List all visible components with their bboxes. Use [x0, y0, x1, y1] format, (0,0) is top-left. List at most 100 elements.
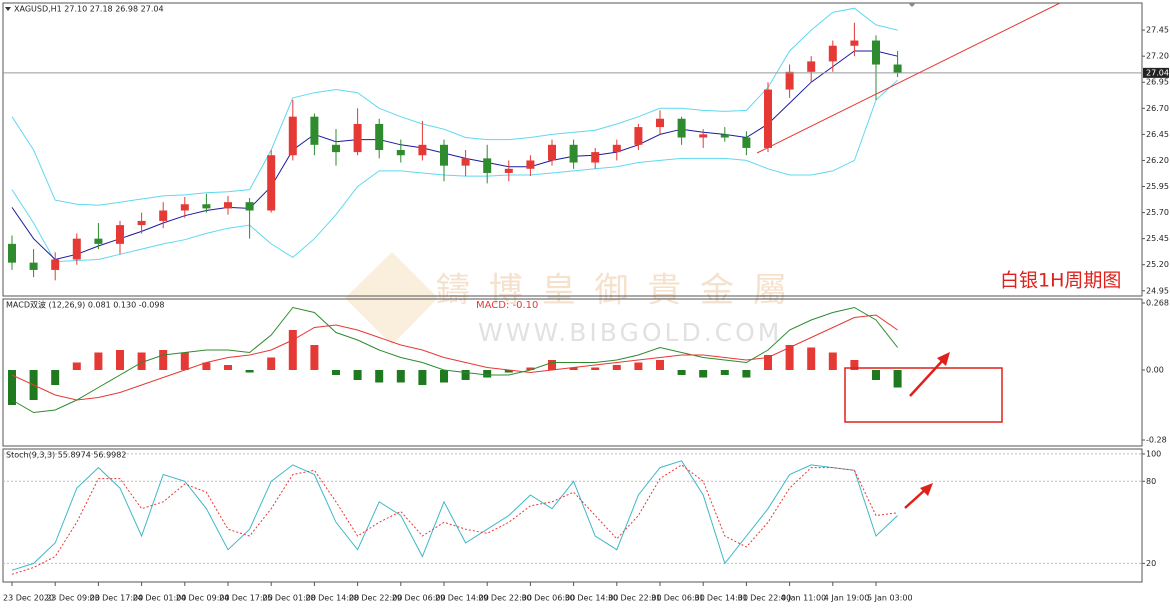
histogram-bar — [872, 370, 880, 380]
candle-body — [699, 134, 708, 138]
watermark: 鑄 博 皇 御 貴 金 屬 — [436, 271, 791, 311]
x-tick-label: 31 Dec 06:00 — [651, 594, 705, 603]
chart-annotation: 白银1H周期图 — [1000, 270, 1121, 292]
y-tick-label: 25.20 — [1146, 260, 1169, 269]
x-tick-label: 29 Dec 06:00 — [392, 594, 446, 603]
histogram-bar — [634, 362, 643, 370]
histogram-bar — [375, 370, 384, 383]
price-panel — [2, 2, 1143, 297]
candle-body — [872, 40, 880, 65]
y-tick-label: -0.28 — [1146, 436, 1167, 445]
macd-panel — [2, 298, 1143, 447]
histogram-bar — [288, 330, 297, 370]
price-tag-label: 27.04 — [1146, 68, 1169, 77]
x-tick-label: 29 Dec 22:00 — [478, 594, 532, 603]
x-tick-label: 31 Dec 22:00 — [737, 594, 791, 603]
candle-body — [418, 144, 427, 156]
y-tick-label: 25.95 — [1146, 182, 1169, 191]
x-tick-label: 29 Dec 14:00 — [435, 594, 489, 603]
x-tick-label: 30 Dec 06:00 — [521, 594, 575, 603]
candle-body — [159, 210, 168, 221]
candle-body — [332, 144, 340, 153]
histogram-bar — [742, 370, 751, 378]
candle-body — [72, 238, 81, 260]
candle-body — [612, 144, 621, 153]
series-line — [11, 79, 898, 263]
histogram-bar — [591, 367, 600, 370]
price-title: XAGUSD,H1 27.10 27.18 26.98 27.04 — [14, 5, 164, 14]
series-line — [11, 7, 898, 206]
candle-body — [245, 202, 254, 211]
y-tick-label: 26.45 — [1146, 130, 1169, 139]
histogram-bar — [72, 362, 81, 370]
histogram-bar — [245, 370, 254, 373]
x-tick-label: 24 Dec 01:00 — [133, 594, 187, 603]
histogram-bar — [569, 367, 578, 370]
histogram-bar — [310, 345, 319, 370]
histogram-bar — [612, 365, 621, 370]
candle-body — [785, 71, 794, 90]
candle-body — [94, 238, 103, 244]
candle-body — [353, 123, 362, 153]
histogram-bar — [461, 370, 470, 380]
stoch-panel — [2, 448, 1143, 583]
histogram-bar — [893, 370, 902, 388]
candle-body — [893, 64, 902, 73]
x-tick-label: 23 Dec 17:00 — [89, 594, 143, 603]
y-tick-label: 80 — [1146, 477, 1156, 486]
y-tick-label: 100 — [1146, 449, 1161, 458]
y-tick-label: 25.70 — [1146, 208, 1169, 217]
x-tick-label: 28 Dec 14:00 — [305, 594, 359, 603]
histogram-bar — [720, 370, 729, 375]
candle-body — [526, 160, 535, 169]
x-tick-label: 30 Dec 22:00 — [608, 594, 662, 603]
histogram-bar — [548, 360, 556, 370]
histogram-bar — [116, 350, 124, 370]
x-tick-label: 31 Dec 14:00 — [694, 594, 748, 603]
arrow-head — [937, 352, 950, 366]
histogram-bar — [180, 352, 189, 370]
x-tick-label: 25 Dec 01:00 — [262, 594, 316, 603]
histogram-bar — [159, 350, 168, 370]
candle-body — [267, 155, 276, 211]
candle-body — [656, 118, 664, 128]
candle-body — [310, 116, 319, 145]
y-tick-label: 26.20 — [1146, 156, 1169, 165]
series-line — [11, 314, 898, 401]
y-tick-label: 27.45 — [1146, 26, 1169, 35]
candle-body — [504, 168, 513, 173]
y-tick-label: 26.70 — [1146, 104, 1169, 113]
candle-body — [850, 40, 859, 46]
candle-body — [440, 144, 448, 166]
candle-body — [137, 220, 146, 226]
x-tick-label: 24 Dec 17:00 — [219, 594, 273, 603]
histogram-bar — [504, 370, 513, 373]
x-tick-label: 28 Dec 22:00 — [349, 594, 403, 603]
histogram-bar — [202, 362, 211, 370]
x-tick-label: 23 Dec 09:00 — [46, 594, 100, 603]
histogram-bar — [396, 370, 405, 383]
candle-body — [396, 150, 405, 156]
shift-marker — [908, 3, 916, 7]
candle-body — [116, 225, 124, 244]
y-tick-label: 26.95 — [1146, 78, 1169, 87]
histogram-bar — [828, 352, 837, 370]
y-tick-label: 25.45 — [1146, 234, 1169, 243]
histogram-bar — [418, 370, 427, 385]
x-tick-label: 24 Dec 09:00 — [176, 594, 230, 603]
candle-body — [51, 259, 60, 270]
histogram-bar — [807, 347, 816, 370]
candle-body — [764, 89, 772, 148]
candle-body — [720, 134, 729, 138]
y-tick-label: 0.268 — [1146, 299, 1169, 308]
histogram-bar — [483, 370, 492, 378]
candle-body — [742, 137, 751, 148]
x-tick-label: 30 Dec 14:00 — [565, 594, 619, 603]
histogram-bar — [677, 370, 686, 375]
series-line — [11, 306, 898, 414]
candle-body — [29, 262, 38, 270]
candle-body — [807, 61, 816, 72]
x-tick-label: 5 Jan 03:00 — [867, 594, 913, 603]
candle-body — [569, 144, 578, 163]
